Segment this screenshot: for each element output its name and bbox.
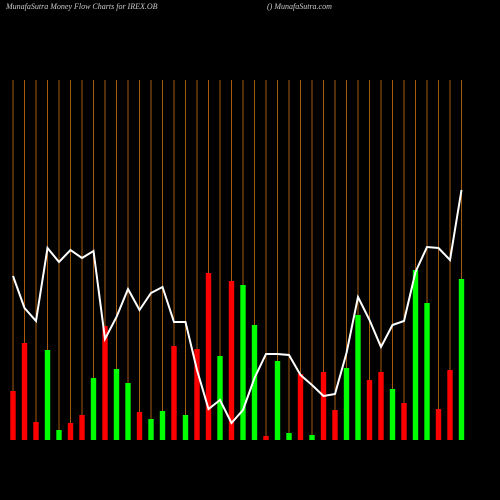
bar xyxy=(194,349,200,440)
bar xyxy=(79,415,85,440)
bar xyxy=(21,343,28,440)
bar xyxy=(10,391,16,440)
bar xyxy=(240,285,246,440)
bar xyxy=(332,410,338,440)
bar xyxy=(136,412,143,440)
bar xyxy=(159,411,166,440)
bar xyxy=(389,389,396,440)
bar xyxy=(182,415,189,440)
bar xyxy=(217,356,223,440)
bar xyxy=(274,361,281,440)
bar xyxy=(297,374,304,440)
bar xyxy=(309,435,315,440)
bar xyxy=(56,430,62,440)
bar xyxy=(458,279,465,440)
bar xyxy=(148,419,154,440)
bar xyxy=(412,270,419,440)
bar xyxy=(435,409,442,440)
chart-title: MunafaSutra Money Flow Charts for IREX.O… xyxy=(5,2,158,11)
bar xyxy=(67,423,74,440)
bar xyxy=(366,380,373,440)
bar xyxy=(205,273,212,440)
bar xyxy=(320,372,327,440)
bar xyxy=(125,383,131,440)
bar xyxy=(286,433,292,440)
bar xyxy=(263,436,269,440)
bar xyxy=(447,370,453,440)
bar xyxy=(378,372,384,440)
bar xyxy=(171,346,177,440)
bar xyxy=(90,378,97,440)
bar xyxy=(102,326,108,440)
chart-subtitle: () MunafaSutra.com xyxy=(267,2,332,11)
bar xyxy=(343,368,350,440)
bar xyxy=(424,303,430,440)
money-flow-line xyxy=(12,189,463,425)
bar xyxy=(401,403,407,440)
bar xyxy=(251,325,258,440)
bar xyxy=(113,369,120,440)
bar xyxy=(44,350,51,440)
bar xyxy=(355,315,361,440)
bar xyxy=(33,422,39,440)
bar xyxy=(228,281,235,440)
